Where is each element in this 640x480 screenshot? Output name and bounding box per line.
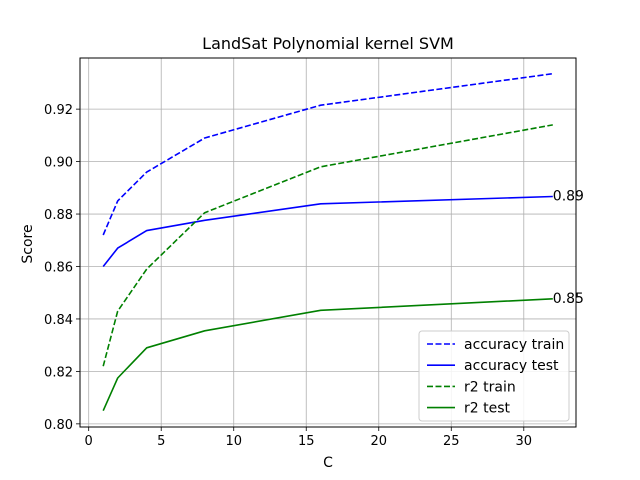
x-tick-label: 0: [85, 434, 93, 449]
series-line-r2-test: [102, 298, 553, 412]
legend-entry-label: accuracy test: [464, 358, 559, 374]
x-tick-label: 25: [443, 434, 460, 449]
x-tick-label: 15: [298, 434, 315, 449]
series-lines: [102, 72, 553, 412]
y-tick-label: 0.90: [44, 156, 73, 171]
y-axis-label: Score: [20, 224, 36, 263]
series-line-accuracy-train: [102, 72, 553, 236]
legend-entry-label: r2 train: [464, 379, 516, 395]
legend-entry-label: r2 test: [464, 401, 511, 417]
legend-box: [418, 330, 570, 422]
annotation-label: 0.89: [553, 188, 584, 204]
axes-frame: [79, 57, 577, 428]
series-line-accuracy-test: [102, 195, 553, 267]
x-tick-label: 20: [370, 434, 387, 449]
x-tick-label: 5: [157, 434, 165, 449]
x-tick-label: 30: [516, 434, 533, 449]
legend: accuracy train accuracy test r2 train r2 te…: [418, 330, 570, 422]
annotations: 0.89 0.85: [553, 188, 584, 306]
y-tick-label: 0.92: [44, 103, 73, 118]
series-line-r2-train: [102, 124, 553, 367]
chart-title: LandSat Polynomial kernel SVM: [202, 34, 454, 53]
y-tick-label: 0.88: [44, 208, 73, 223]
grid-lines: [80, 58, 576, 427]
y-tick-label: 0.86: [44, 260, 73, 275]
x-axis-label: C: [323, 455, 333, 471]
y-tick-label: 0.84: [44, 313, 73, 328]
legend-entry-label: accuracy train: [464, 337, 564, 353]
y-tick-label: 0.82: [44, 365, 73, 380]
axis-ticks: 0 5 10 15 20 25 30 0.80 0.82 0.84 0.86 0.88 0.90 0.92: [44, 103, 532, 449]
x-tick-label: 10: [225, 434, 242, 449]
annotation-label: 0.85: [553, 291, 584, 307]
y-tick-label: 0.80: [44, 418, 73, 433]
